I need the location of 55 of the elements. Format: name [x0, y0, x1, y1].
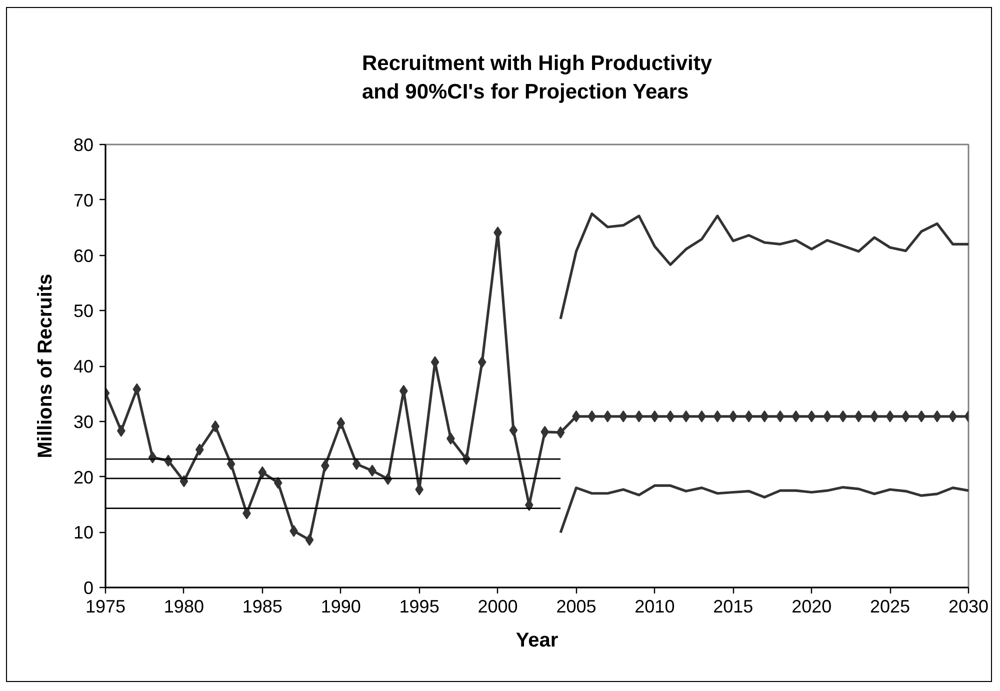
point [258, 466, 267, 478]
point [932, 410, 942, 422]
x-tick-label: 2005 [556, 596, 596, 616]
x-tick-label: 2000 [478, 596, 518, 616]
y-tick-label: 0 [83, 578, 94, 598]
point [274, 476, 282, 489]
point [792, 410, 800, 422]
point [305, 534, 314, 546]
x-tick-label: 1975 [85, 596, 126, 616]
point [886, 410, 894, 422]
line-series [559, 484, 968, 534]
x-axis-title: Year [516, 630, 558, 652]
point [854, 410, 863, 422]
x-tick-label: 1985 [242, 596, 282, 616]
y-axis-title: Millions of Recruits [34, 274, 56, 458]
point [634, 410, 644, 422]
y-tick-label: 60 [73, 246, 94, 266]
y-tick-label: 70 [73, 190, 94, 210]
y-tick-label: 30 [73, 412, 94, 432]
y-tick-label: 80 [73, 135, 94, 155]
x-tick-label: 1995 [399, 596, 440, 616]
x-tick-label: 1990 [320, 596, 361, 616]
x-tick-label: 2020 [792, 596, 832, 616]
x-tick-label: 1980 [164, 596, 204, 616]
point [352, 458, 361, 470]
point [713, 410, 722, 422]
point [760, 410, 769, 422]
y-tick-label: 20 [73, 467, 94, 488]
line-series [559, 212, 968, 320]
x-tick-label: 2025 [870, 596, 910, 616]
point [478, 356, 486, 368]
x-tick-label: 2015 [713, 596, 754, 616]
point [666, 410, 675, 422]
point [195, 444, 204, 456]
point [226, 458, 236, 470]
point [132, 383, 142, 396]
point [682, 410, 690, 422]
point [509, 424, 518, 436]
point [540, 426, 550, 438]
point [917, 410, 926, 422]
y-tick-label: 10 [73, 522, 94, 543]
y-tick-label: 50 [73, 301, 94, 322]
point [556, 426, 565, 438]
point [838, 410, 848, 422]
point [603, 410, 612, 422]
point [728, 410, 738, 422]
x-tick-label: 2010 [634, 596, 675, 616]
chart-title: Recruitment with High Productivity and 90%CI's for Projection Years [362, 52, 712, 104]
y-tick-label: 40 [73, 356, 94, 376]
point [211, 420, 220, 432]
point [336, 417, 346, 430]
point [807, 410, 816, 422]
point [588, 410, 596, 422]
point [870, 410, 879, 422]
x-tick-label: 2030 [948, 596, 989, 616]
